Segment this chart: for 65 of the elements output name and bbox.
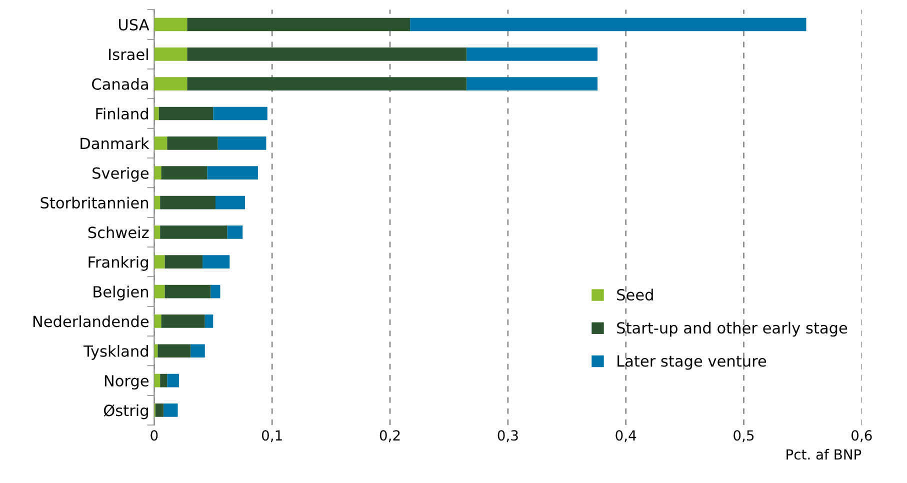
bar <box>154 226 160 239</box>
bar <box>154 136 168 150</box>
bar <box>154 106 159 120</box>
bar <box>202 255 230 269</box>
bar <box>155 404 164 417</box>
bar <box>218 136 266 150</box>
bar <box>154 196 160 210</box>
bar <box>161 314 205 328</box>
bar <box>187 77 467 91</box>
bar <box>210 284 220 298</box>
y-tick-label: Østrig <box>104 404 148 420</box>
x-tick-label: 0,4 <box>616 430 636 442</box>
bar <box>204 314 214 328</box>
y-tick-label: Schweiz <box>88 226 149 238</box>
bar <box>154 374 160 388</box>
y-tick-label: Israel <box>109 48 148 60</box>
bar <box>161 166 208 180</box>
bar <box>160 196 216 210</box>
legend-label: Seed <box>617 288 653 301</box>
bar <box>466 47 598 61</box>
bar <box>154 314 162 328</box>
bar <box>466 77 598 91</box>
y-tick-label: Nederlandende <box>33 315 149 328</box>
y-tick-label: Tyskland <box>84 345 148 360</box>
y-tick-label: Finland <box>96 108 148 120</box>
bar <box>164 255 203 269</box>
y-tick-label: Frankrig <box>88 256 148 271</box>
bar <box>154 284 165 298</box>
bar <box>154 77 188 91</box>
bar <box>158 344 191 358</box>
y-tick-label: Belgien <box>94 286 148 301</box>
bar <box>160 226 228 239</box>
legend-label: Later stage venture <box>618 355 766 370</box>
bar <box>190 344 205 358</box>
bar <box>410 18 806 32</box>
bar <box>227 226 243 239</box>
y-tick-label: Storbritannien <box>40 196 148 209</box>
x-axis-title: Pct. af BNP <box>786 448 862 460</box>
bar <box>216 196 245 210</box>
x-tick-label: 0,2 <box>380 430 400 442</box>
y-tick-label: Danmark <box>80 137 150 150</box>
bar <box>154 47 188 61</box>
bar <box>213 106 268 120</box>
bar <box>167 136 218 150</box>
y-tick-label: Canada <box>92 78 148 90</box>
legend-label: Start-up and other early stage <box>617 322 848 337</box>
x-tick-label: 0,6 <box>852 430 872 442</box>
y-tick-label: Sverige <box>92 167 149 182</box>
bar <box>154 18 188 32</box>
y-tick-label: Norge <box>104 375 149 390</box>
bar <box>167 374 179 388</box>
x-tick-label: 0,5 <box>734 430 754 442</box>
bar <box>164 404 178 417</box>
bar <box>158 106 214 120</box>
bar <box>154 255 165 269</box>
bar <box>187 47 467 61</box>
bar <box>160 374 168 388</box>
x-tick-label: 0,3 <box>498 430 518 442</box>
bar <box>207 166 258 180</box>
x-tick-label: 0 <box>150 430 158 441</box>
bar <box>164 284 211 298</box>
bar <box>154 166 162 180</box>
y-tick-label: USA <box>119 18 150 31</box>
x-tick-label: 0,1 <box>262 430 282 442</box>
bar <box>187 18 410 32</box>
